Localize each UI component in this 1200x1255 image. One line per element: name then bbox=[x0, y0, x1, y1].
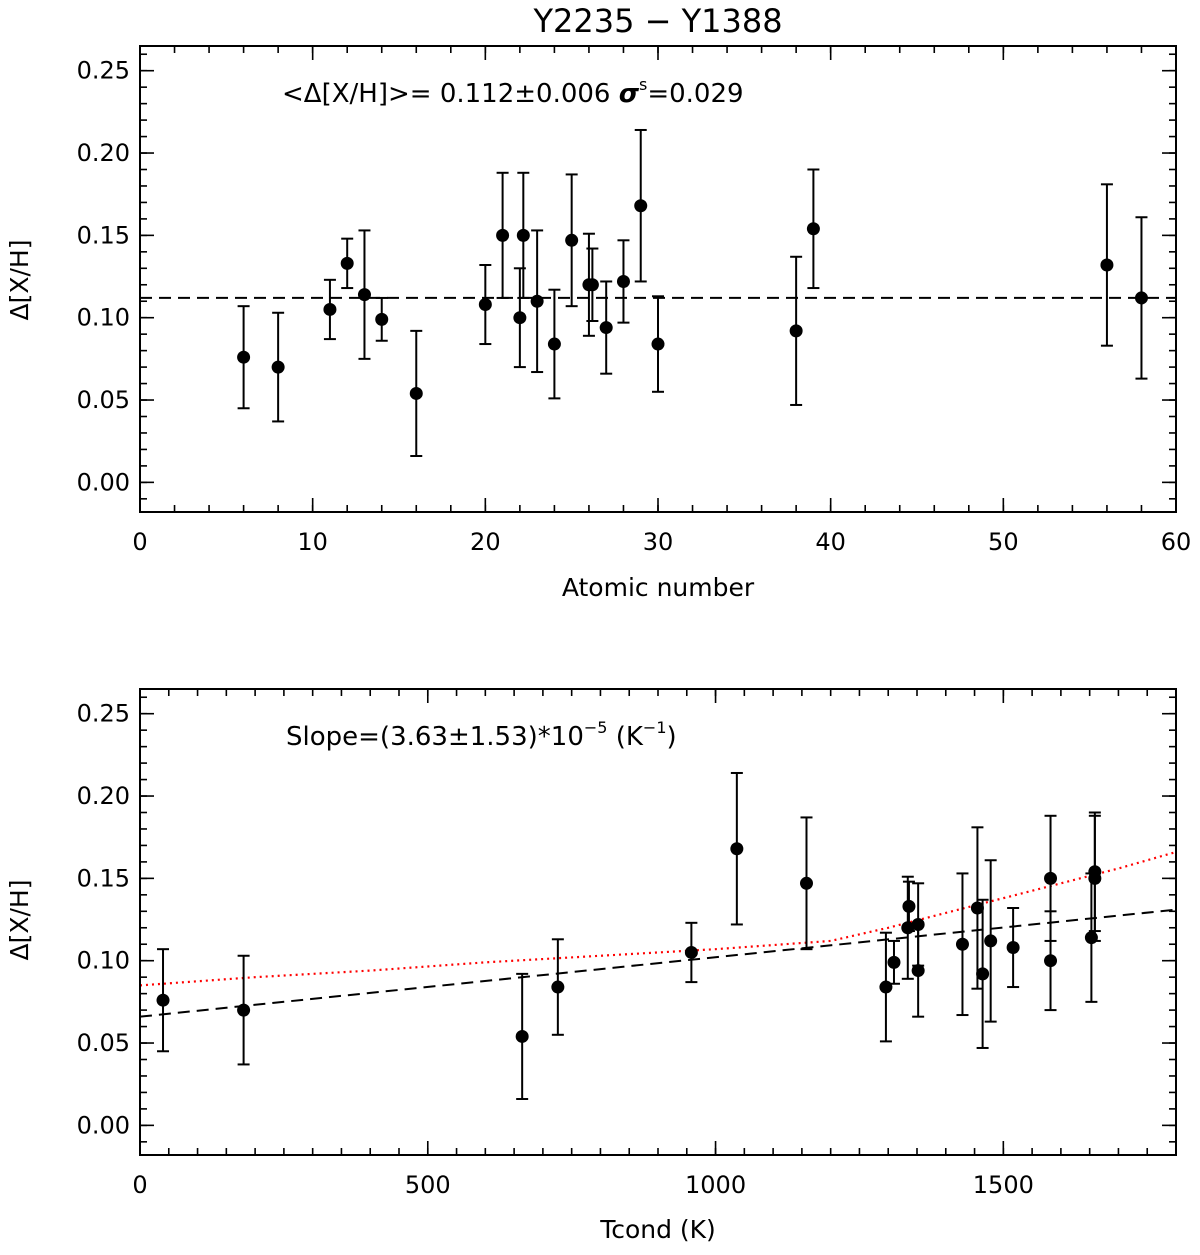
bottom-x-axis-label: Tcond (K) bbox=[599, 1215, 716, 1244]
data-point bbox=[156, 993, 170, 1007]
data-point bbox=[237, 1003, 251, 1017]
x-tick-label: 10 bbox=[297, 528, 328, 556]
y-tick-label: 0.15 bbox=[77, 864, 130, 892]
data-point bbox=[271, 360, 285, 374]
data-point bbox=[651, 337, 665, 351]
y-tick-label: 0.25 bbox=[77, 57, 130, 85]
mean-annotation-main: <Δ[X/H]>= 0.112±0.006 bbox=[282, 79, 619, 109]
x-tick-label: 30 bbox=[643, 528, 674, 556]
x-tick-label: 0 bbox=[132, 1171, 147, 1199]
data-point bbox=[375, 312, 389, 326]
data-point bbox=[799, 876, 813, 890]
data-point bbox=[806, 222, 820, 236]
data-point bbox=[547, 337, 561, 351]
top-x-axis-label: Atomic number bbox=[562, 573, 755, 602]
top-panel-data bbox=[140, 128, 1176, 458]
data-point bbox=[513, 311, 527, 325]
sigma-symbol: σ bbox=[619, 79, 640, 109]
top-y-axis-label: Δ[X/H] bbox=[5, 240, 34, 321]
data-point bbox=[616, 274, 630, 288]
top-panel: Y2235 − Y1388 0 10 20 30 40 50 600.000.050.100… bbox=[5, 2, 1191, 602]
y-tick-label: 0.10 bbox=[77, 304, 130, 332]
data-point bbox=[976, 967, 990, 981]
data-point bbox=[1088, 871, 1102, 885]
x-tick-label: 500 bbox=[405, 1171, 451, 1199]
data-point bbox=[357, 288, 371, 302]
data-point bbox=[409, 386, 423, 400]
data-point bbox=[887, 955, 901, 969]
data-point bbox=[1084, 931, 1098, 945]
bottom-panel-data bbox=[139, 771, 1177, 1101]
x-tick-label: 40 bbox=[815, 528, 846, 556]
y-tick-label: 0.15 bbox=[77, 221, 130, 249]
data-point bbox=[970, 901, 984, 915]
x-tick-label: 50 bbox=[988, 528, 1019, 556]
data-point bbox=[237, 350, 251, 364]
bottom-y-axis-label: Δ[X/H] bbox=[5, 880, 34, 961]
slope-annotation: Slope=(3.63±1.53)*10−5 (K−1) bbox=[286, 718, 677, 752]
data-point bbox=[551, 980, 565, 994]
y-tick-label: 0.10 bbox=[77, 947, 130, 975]
data-point bbox=[1044, 954, 1058, 968]
y-tick-label: 0.00 bbox=[77, 1111, 130, 1139]
red-dotted-fit-curve bbox=[139, 850, 1177, 987]
linear-fit-dashed-line bbox=[139, 908, 1177, 1018]
data-point bbox=[789, 324, 803, 338]
x-tick-label: 1500 bbox=[973, 1171, 1034, 1199]
data-point bbox=[496, 228, 510, 242]
data-point bbox=[530, 294, 544, 308]
data-point bbox=[1006, 941, 1020, 955]
mean-annotation: <Δ[X/H]>= 0.112±0.006 σs=0.029 bbox=[282, 75, 744, 109]
data-point bbox=[1044, 871, 1058, 885]
y-tick-label: 0.20 bbox=[77, 139, 130, 167]
data-point bbox=[902, 899, 916, 913]
data-point bbox=[684, 945, 698, 959]
slope-close: ) bbox=[667, 722, 677, 752]
data-point bbox=[879, 980, 893, 994]
data-point bbox=[634, 199, 648, 213]
y-tick-label: 0.05 bbox=[77, 386, 130, 414]
data-point bbox=[1100, 258, 1114, 272]
y-tick-label: 0.05 bbox=[77, 1029, 130, 1057]
data-point bbox=[565, 233, 579, 247]
data-point bbox=[955, 937, 969, 951]
sigma-value: =0.029 bbox=[647, 79, 743, 109]
data-point bbox=[984, 934, 998, 948]
data-point bbox=[911, 964, 925, 978]
y-tick-label: 0.20 bbox=[77, 782, 130, 810]
x-tick-label: 60 bbox=[1161, 528, 1192, 556]
bottom-panel: 0 500 1000 1500 0.00 0.05 0.10 0.15 0.20 0.25 Slo… bbox=[5, 688, 1177, 1244]
x-tick-label: 0 bbox=[132, 528, 147, 556]
top-plot-frame bbox=[139, 45, 1177, 513]
top-panel-ticks: 0 10 20 30 40 50 60 0.00 0.05 0.10 0.15 0.20 0.25 bbox=[77, 46, 1192, 556]
slope-text: Slope=(3.63±1.53)*10 bbox=[286, 722, 584, 752]
data-point bbox=[516, 228, 530, 242]
data-point bbox=[1134, 291, 1148, 305]
chart-title: Y2235 − Y1388 bbox=[532, 2, 782, 40]
sigma-superscript: s bbox=[639, 75, 647, 94]
slope-unit: (K bbox=[607, 722, 643, 752]
data-point bbox=[340, 256, 354, 270]
data-point bbox=[585, 278, 599, 292]
slope-unit-exponent: −1 bbox=[643, 718, 667, 737]
bottom-plot-frame bbox=[139, 688, 1177, 1156]
x-tick-label: 20 bbox=[470, 528, 501, 556]
data-point bbox=[599, 321, 613, 335]
slope-exponent: −5 bbox=[584, 718, 608, 737]
data-point bbox=[730, 842, 744, 856]
y-tick-label: 0.00 bbox=[77, 468, 130, 496]
x-tick-label: 1000 bbox=[685, 1171, 746, 1199]
y-tick-label: 0.25 bbox=[77, 700, 130, 728]
data-point bbox=[323, 302, 337, 316]
data-point bbox=[515, 1029, 529, 1043]
data-point bbox=[478, 298, 492, 312]
